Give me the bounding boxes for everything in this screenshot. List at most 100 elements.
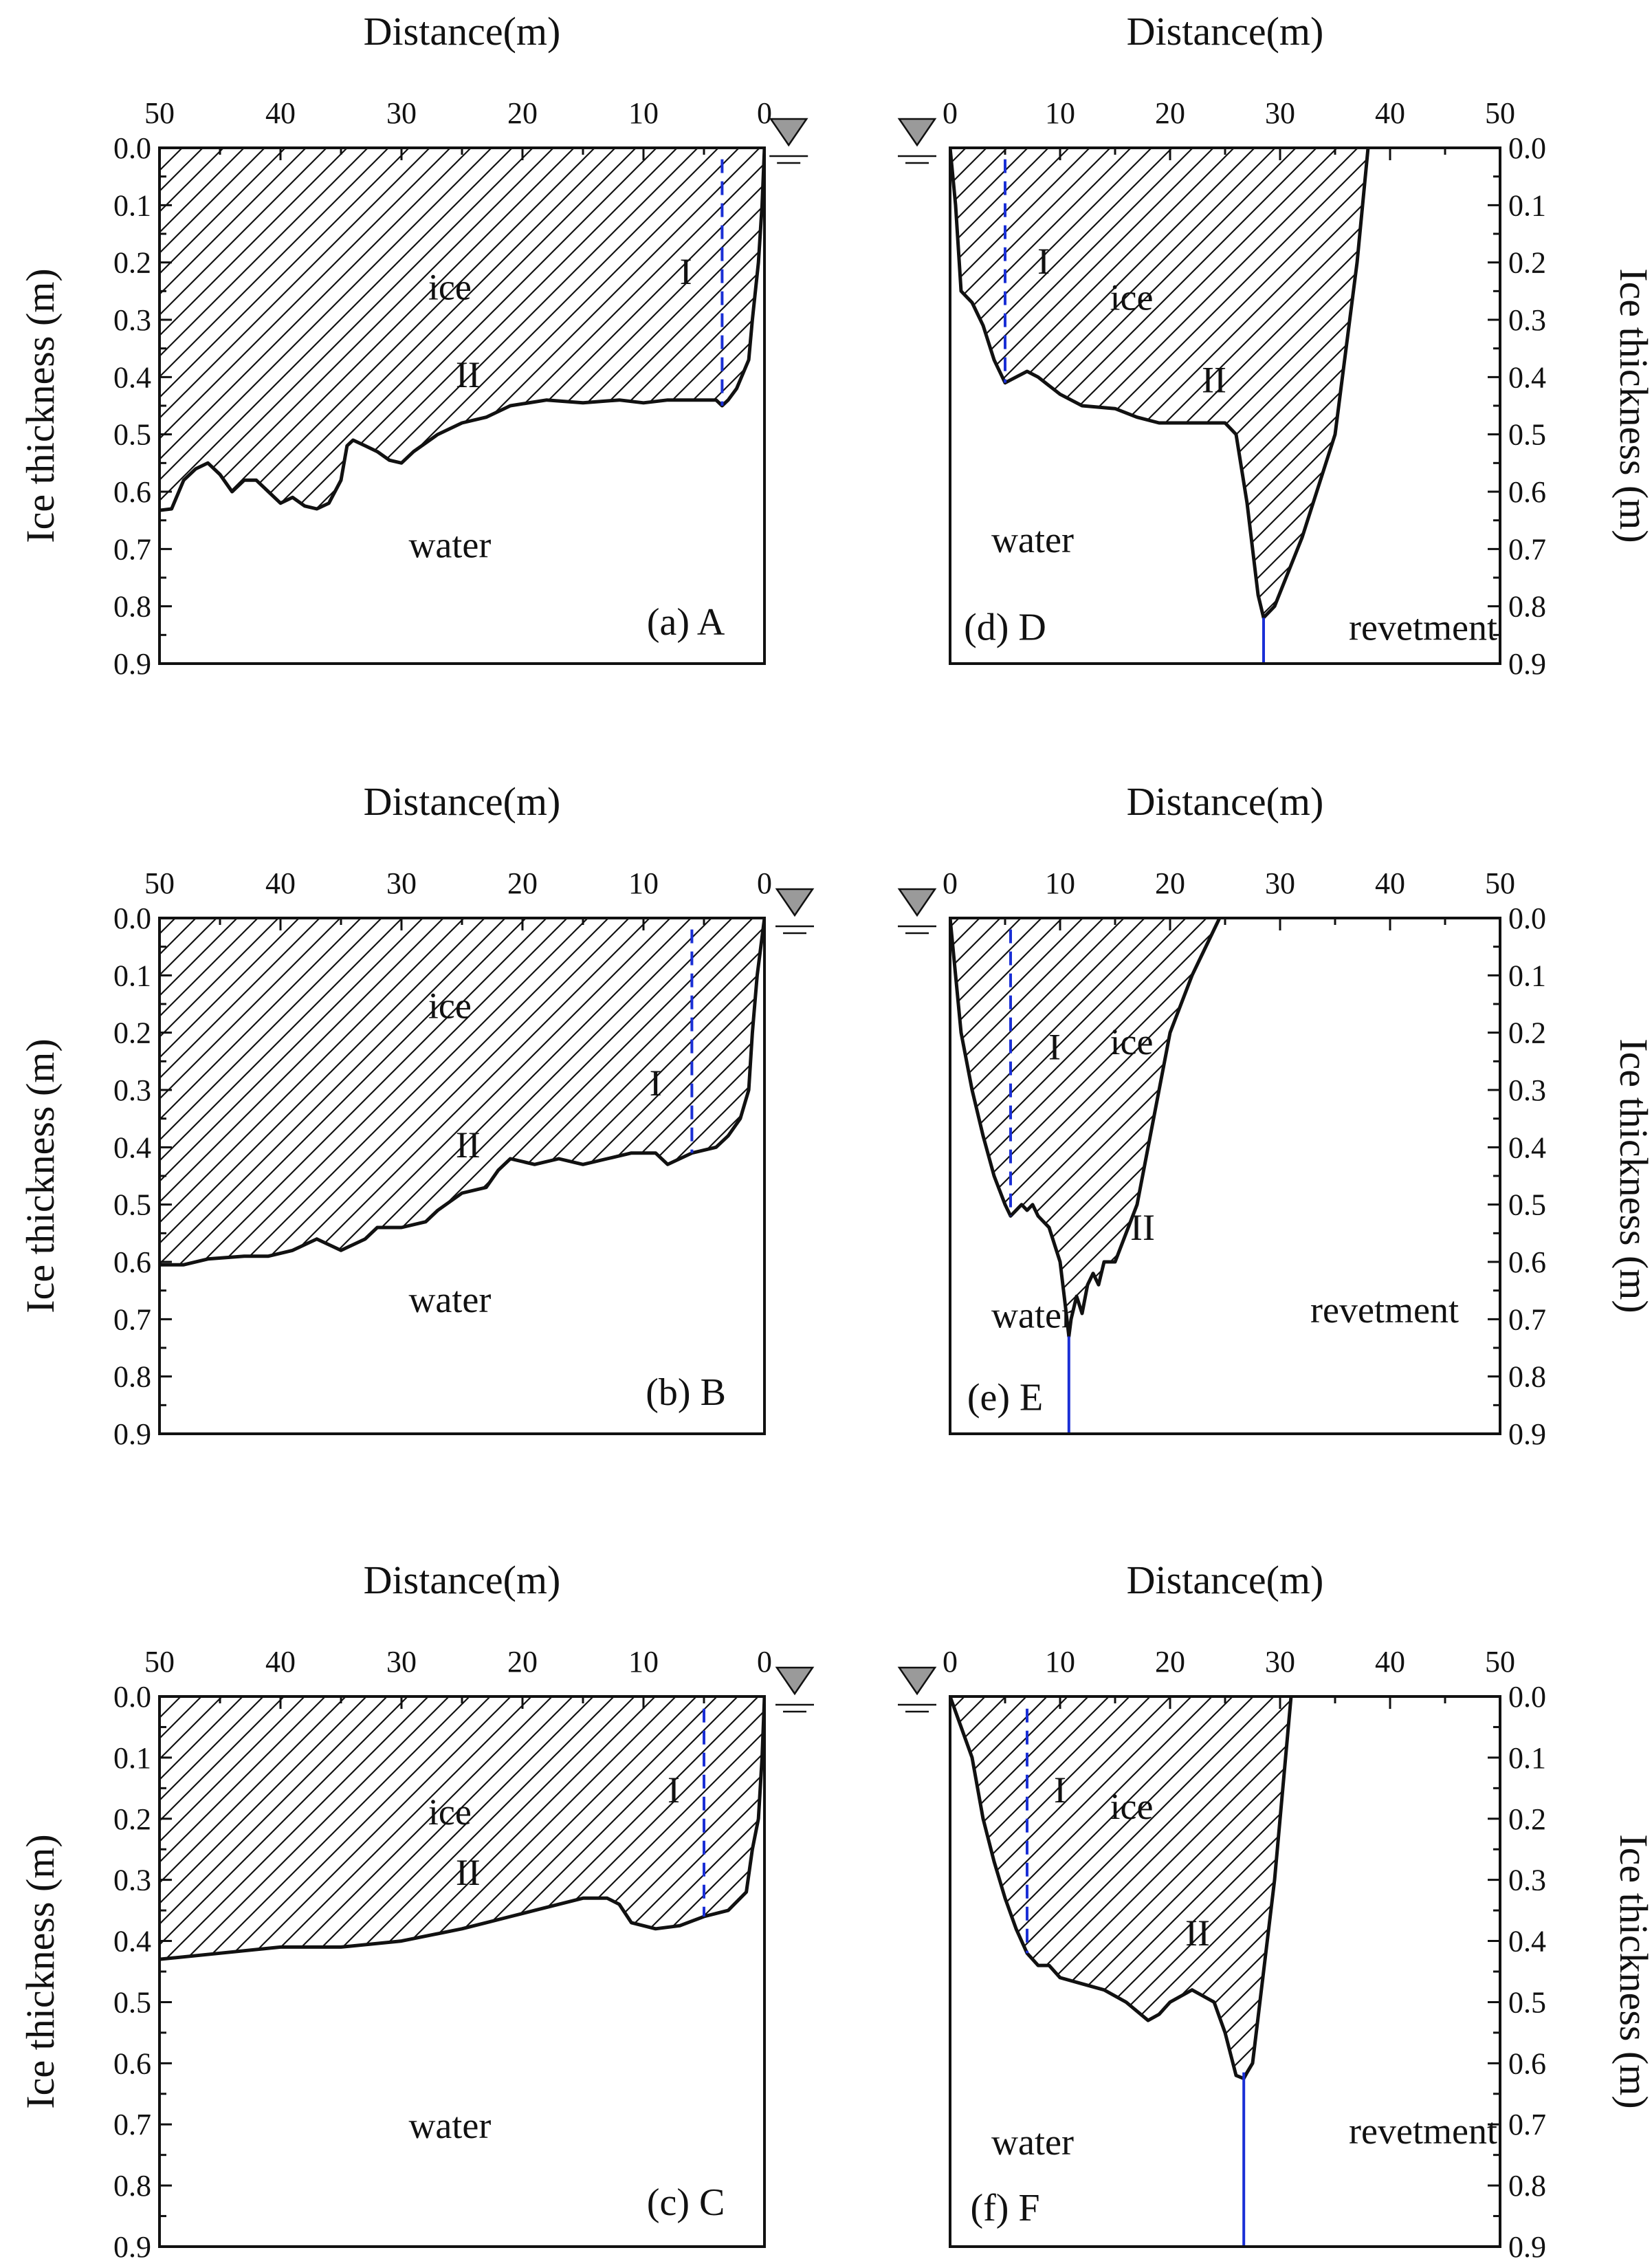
x-tick-label: 50 — [1485, 1645, 1515, 1679]
y-tick-label: 0.8 — [1508, 590, 1546, 624]
ice-bottom-line — [950, 1696, 1293, 2081]
chart-panel-5: 0 10 20 30 40 500.0 0.1 0.2 0.3 0.4 0.5 0.6 0.7 0.8 0.… — [897, 779, 1652, 1451]
x-tick-label: 20 — [1155, 866, 1185, 900]
y-axis-title: Ice thickness (m) — [1611, 268, 1652, 543]
x-tick-label: 0 — [757, 1645, 772, 1679]
y-tick-label: 0.7 — [1508, 532, 1546, 566]
zone-i-label: I — [668, 1769, 680, 1811]
x-tick-label: 20 — [1155, 96, 1185, 130]
zone-i-label: I — [680, 251, 692, 292]
y-tick-label: 0.8 — [113, 2169, 151, 2203]
x-tick-label: 30 — [386, 96, 417, 130]
panel-label: (c) C — [647, 2181, 725, 2224]
y-tick-label: 0.6 — [1508, 2047, 1546, 2080]
x-tick-label: 40 — [1375, 1645, 1405, 1679]
y-tick-label: 0.3 — [1508, 1073, 1546, 1107]
x-tick-label: 0 — [943, 96, 958, 130]
x-tick-label: 40 — [265, 96, 296, 130]
ice-bottom-line — [159, 918, 764, 1267]
x-tick-label: 50 — [144, 1645, 175, 1679]
y-tick-label: 0.2 — [113, 1016, 151, 1050]
chart-panel-1: 50 40 30 20 10 0 0.0 0.1 0.2 0.3 0.4 0.5 0.6 0.7 0.8 0.… — [18, 9, 808, 681]
ice-label: ice — [428, 985, 472, 1027]
y-tick-label: 0.1 — [113, 188, 151, 222]
ice-bottom-line — [950, 148, 1370, 620]
panel-label: (a) A — [647, 601, 725, 644]
y-tick-label: 0.5 — [1508, 418, 1546, 452]
y-tick-label: 0.0 — [113, 902, 151, 935]
x-tick-label: 0 — [757, 866, 772, 900]
water-label: water — [408, 1279, 491, 1320]
ice-region — [950, 918, 1220, 1337]
ice-region — [159, 1696, 764, 1960]
y-tick-label: 0.8 — [1508, 1360, 1546, 1394]
y-tick-label: 0.9 — [1508, 2230, 1546, 2259]
ice-bottom-line — [159, 1696, 764, 1961]
panels-container: 50 40 30 20 10 0 0.0 0.1 0.2 0.3 0.4 0.5 0.6 0.7 0.8 0.… — [18, 9, 1652, 2259]
zone-ii-label: II — [456, 354, 481, 395]
x-tick-label: 10 — [628, 96, 659, 130]
x-tick-label: 10 — [628, 866, 659, 900]
ice-bottom-line — [950, 918, 1222, 1338]
y-tick-label: 0.9 — [113, 647, 151, 681]
y-tick-label: 0.9 — [1508, 1417, 1546, 1451]
y-tick-label: 0.6 — [1508, 475, 1546, 509]
water-level-icon — [897, 1666, 937, 1696]
ice-region — [950, 148, 1368, 618]
y-tick-label: 0.2 — [1508, 1016, 1546, 1050]
y-axis-title: Ice thickness (m) — [1611, 1038, 1652, 1313]
x-tick-label: 50 — [1485, 96, 1515, 130]
y-tick-label: 0.8 — [113, 590, 151, 624]
panel-label: (e) E — [967, 1377, 1043, 1419]
x-axis-title: Distance(m) — [364, 1558, 561, 1602]
zone-i-label: I — [1037, 241, 1050, 282]
panel-label: (f) F — [970, 2187, 1039, 2229]
x-tick-label: 0 — [943, 866, 958, 900]
chart-panel-2: 50 40 30 20 10 0 0.0 0.1 0.2 0.3 0.4 0.5 0.6 0.7 0.8 0.… — [18, 779, 815, 1451]
ice-region — [159, 918, 764, 1265]
zone-i-label: I — [1048, 1027, 1061, 1068]
x-axis-title: Distance(m) — [1127, 1558, 1324, 1602]
y-tick-label: 0.9 — [1508, 647, 1546, 681]
y-tick-label: 0.1 — [1508, 959, 1546, 992]
y-tick-label: 0.3 — [113, 303, 151, 337]
y-tick-label: 0.8 — [1508, 2169, 1546, 2203]
chart-panel-4: 0 10 20 30 40 500.0 0.1 0.2 0.3 0.4 0.5 0.6 0.7 0.8 0.… — [897, 9, 1652, 681]
x-tick-label: 10 — [628, 1645, 659, 1679]
chart-panel-6: 0 10 20 30 40 500.0 0.1 0.2 0.3 0.4 0.5 0.6 0.7 0.8 0.… — [897, 1558, 1652, 2259]
y-tick-label: 0.3 — [113, 1073, 151, 1107]
y-tick-label: 0.6 — [113, 2047, 151, 2080]
y-tick-label: 0.1 — [1508, 188, 1546, 222]
revetment-label: revetment — [1310, 1289, 1459, 1331]
x-tick-label: 10 — [1045, 866, 1075, 900]
water-level-icon — [897, 118, 937, 147]
x-tick-label: 20 — [1155, 1645, 1185, 1679]
x-tick-label: 30 — [1265, 866, 1295, 900]
zone-ii-label: II — [1185, 1912, 1210, 1954]
y-tick-label: 0.7 — [1508, 1302, 1546, 1336]
x-tick-label: 40 — [265, 1645, 296, 1679]
y-tick-label: 0.6 — [113, 475, 151, 509]
ice-label: ice — [1110, 1786, 1154, 1827]
zone-ii-label: II — [456, 1852, 481, 1893]
x-tick-label: 30 — [386, 1645, 417, 1679]
revetment-label: revetment — [1349, 607, 1497, 648]
x-tick-label: 20 — [507, 1645, 538, 1679]
y-tick-label: 0.0 — [113, 1680, 151, 1714]
water-label: water — [991, 519, 1074, 560]
water-label: water — [991, 1295, 1074, 1336]
zone-ii-label: II — [1202, 360, 1226, 401]
y-axis-title: Ice thickness (m) — [18, 1834, 63, 2108]
y-tick-label: 0.5 — [1508, 1985, 1546, 2019]
zone-i-label: I — [650, 1062, 662, 1104]
water-level-icon — [769, 118, 808, 147]
x-tick-label: 50 — [1485, 866, 1515, 900]
y-axis-title: Ice thickness (m) — [18, 268, 63, 543]
x-tick-label: 10 — [1045, 1645, 1075, 1679]
y-tick-label: 0.0 — [1508, 902, 1546, 935]
y-tick-label: 0.0 — [113, 131, 151, 165]
y-tick-label: 0.2 — [113, 246, 151, 280]
y-tick-label: 0.5 — [113, 1985, 151, 2019]
y-tick-label: 0.2 — [113, 1802, 151, 1836]
x-axis-title: Distance(m) — [364, 9, 561, 54]
